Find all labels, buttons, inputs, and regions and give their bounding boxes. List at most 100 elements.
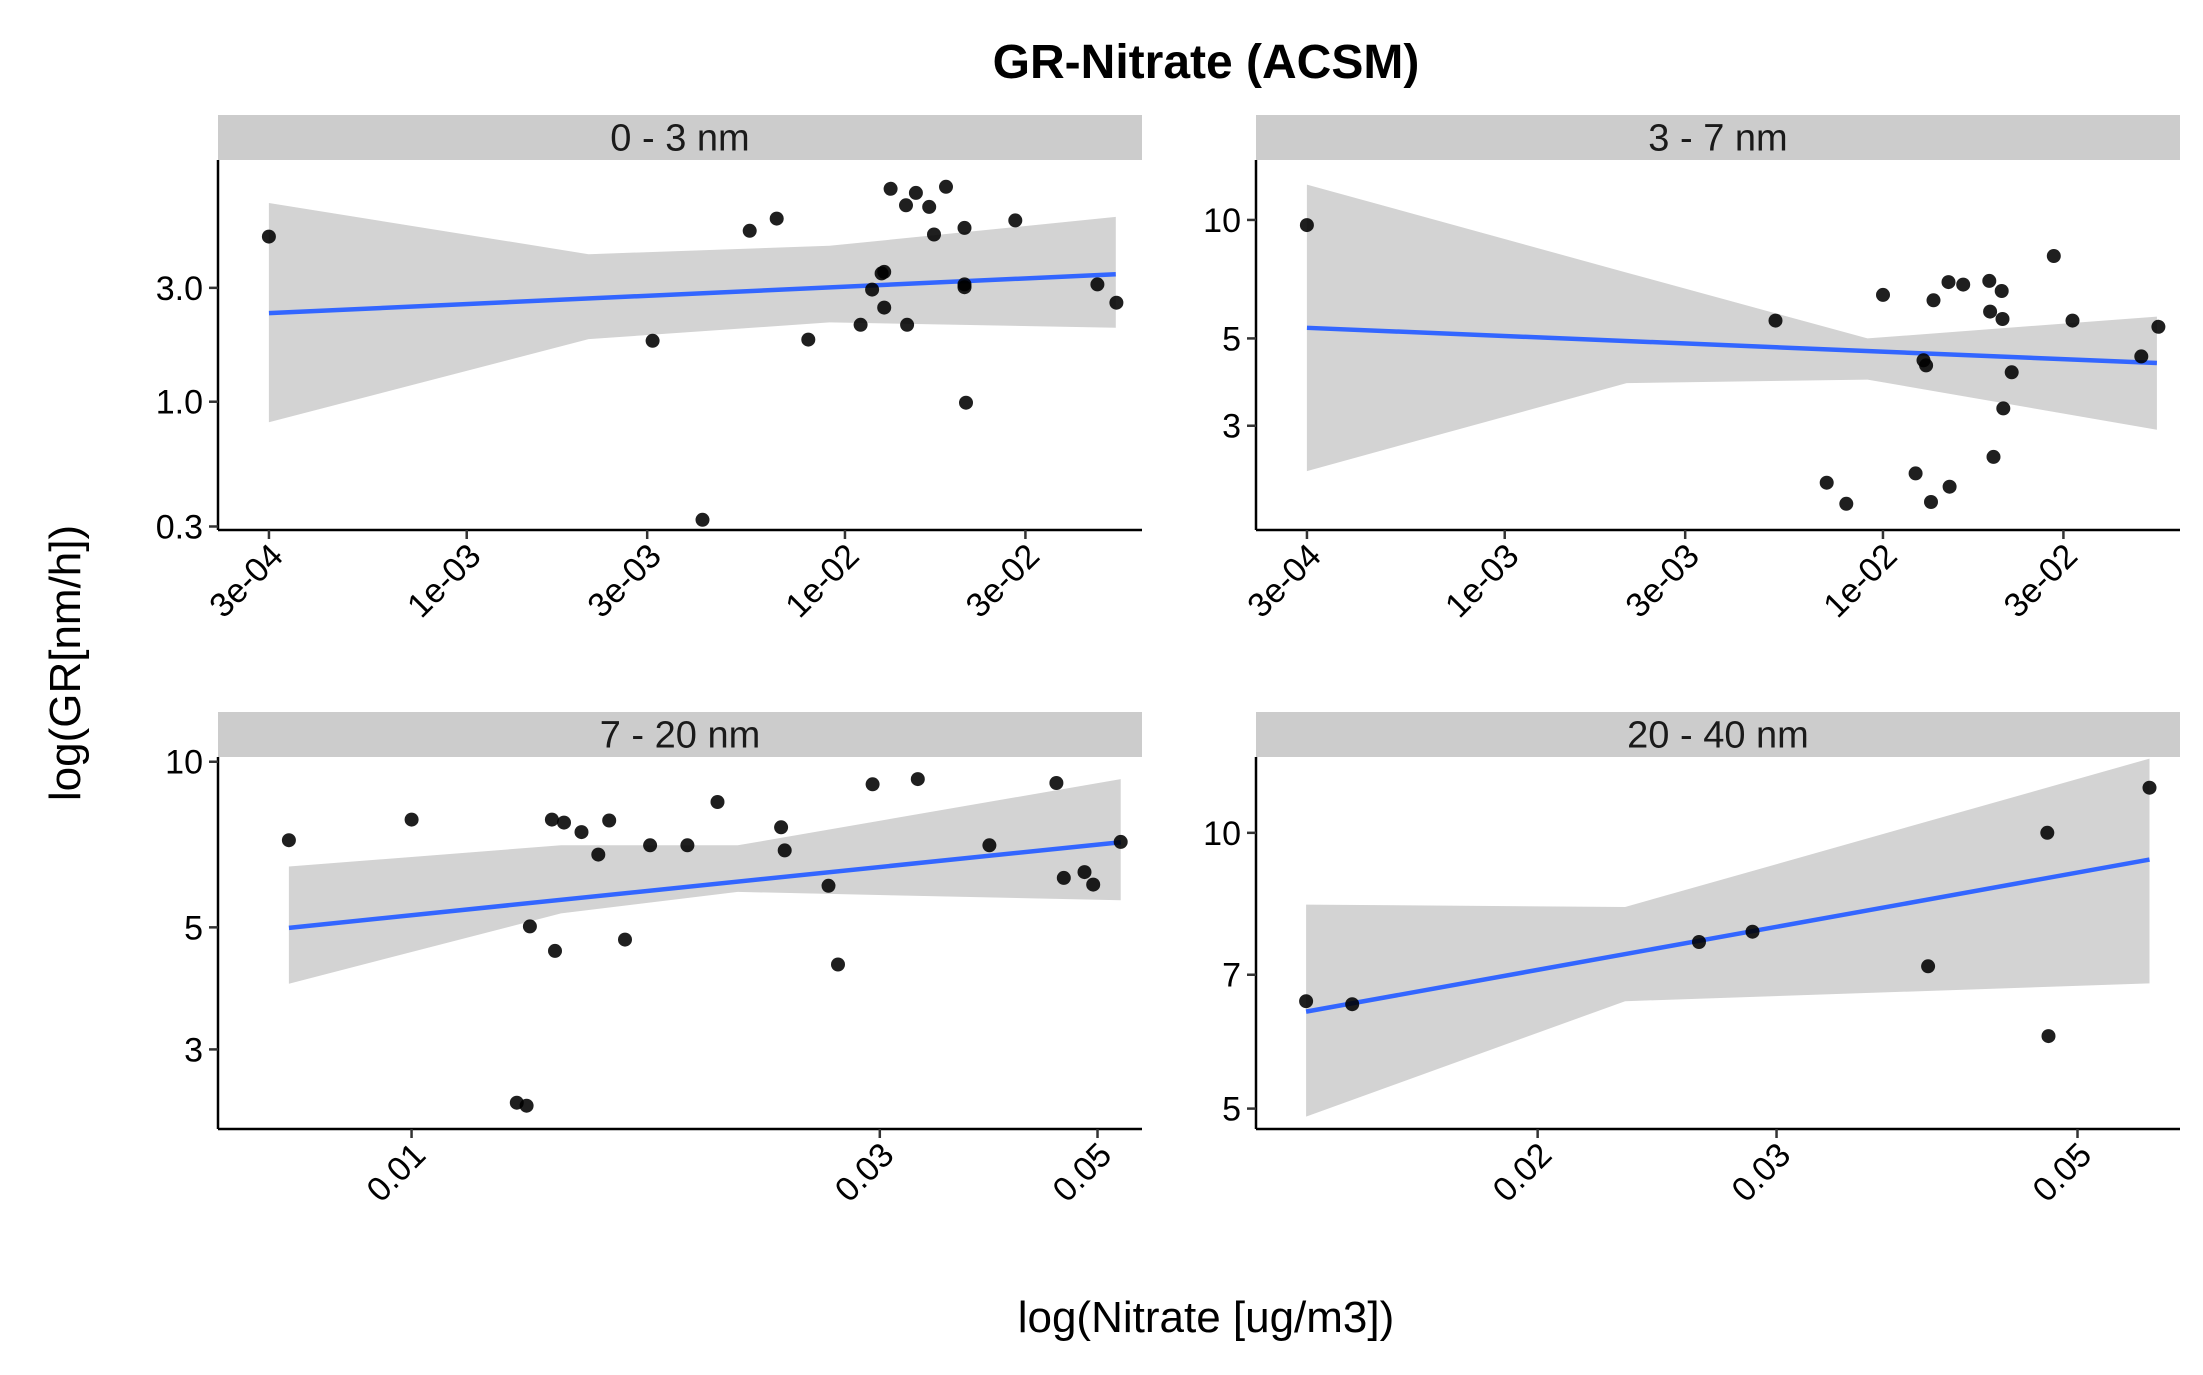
data-point — [1299, 994, 1314, 1009]
x-tick-label: 0.02 — [1486, 1136, 1560, 1210]
data-point — [591, 847, 606, 862]
confidence-band — [288, 779, 1121, 984]
data-point — [1919, 358, 1934, 373]
data-point — [1077, 865, 1092, 880]
y-axis-title: log(GR[nm/h]) — [41, 525, 90, 801]
data-point — [544, 812, 559, 827]
data-point — [769, 211, 784, 226]
facet-strip — [1256, 115, 2180, 160]
data-point — [853, 317, 868, 332]
data-point — [1986, 449, 2001, 464]
data-point — [2151, 319, 2166, 334]
y-tick-label: 3.0 — [156, 270, 203, 308]
data-point — [557, 815, 571, 830]
x-tick-label: 3e-04 — [202, 537, 290, 625]
data-point — [1956, 277, 1971, 292]
panel-3: 7 - 20 nm 3 5 10 0.01 0.03 0.05 — [165, 712, 1142, 1209]
y-tick-label: 5 — [184, 909, 203, 947]
panel-1: 0 - 3 nm 0.3 1.0 3.0 3e-04 1e-03 3e-03 1e-02 3e-… — [156, 115, 1142, 625]
data-point — [959, 395, 973, 410]
panel-4: 20 - 40 nm 5 7 10 0.02 0.03 0.05 — [1203, 712, 2180, 1209]
data-point — [522, 919, 537, 934]
data-point — [548, 943, 562, 958]
data-point — [1921, 959, 1936, 974]
data-point — [831, 957, 845, 972]
data-point — [645, 333, 660, 348]
facet-strip — [218, 712, 1142, 757]
data-point — [982, 838, 997, 853]
x-tick-label: 0.01 — [360, 1136, 434, 1210]
data-point — [1876, 287, 1890, 302]
data-point — [1299, 218, 1314, 233]
y-tick-label: 5 — [1222, 1091, 1241, 1129]
data-point — [742, 223, 757, 238]
data-point — [2004, 365, 2019, 380]
data-point — [2065, 313, 2080, 328]
data-point — [1995, 312, 2010, 326]
facet-strip-label: 3 - 7 nm — [1648, 118, 1787, 160]
x-tick-label: 1e-03 — [1438, 537, 1526, 625]
data-point — [1996, 401, 2011, 416]
data-point — [1941, 275, 1956, 290]
y-tick-label: 0.3 — [156, 508, 203, 546]
data-point — [1049, 776, 1064, 790]
data-point — [1983, 304, 1998, 319]
data-point — [801, 332, 816, 347]
data-point — [519, 1098, 534, 1113]
y-tick-label: 7 — [1222, 957, 1241, 995]
data-point — [281, 833, 296, 848]
x-axis-title: log(Nitrate [ug/m3]) — [1018, 1293, 1395, 1342]
data-point — [1994, 284, 2009, 298]
chart-title: GR-Nitrate (ACSM) — [993, 36, 1420, 89]
data-point — [710, 795, 725, 809]
x-tick-label: 0.03 — [1725, 1136, 1799, 1210]
data-point — [883, 181, 898, 196]
data-point — [865, 282, 880, 297]
data-point — [1768, 313, 1783, 328]
data-point — [1086, 877, 1101, 892]
confidence-band — [1306, 184, 2157, 472]
data-point — [2040, 825, 2055, 840]
data-point — [2041, 1029, 2056, 1044]
data-point — [602, 813, 617, 828]
data-point — [695, 512, 710, 527]
data-point — [1819, 475, 1834, 490]
y-tick-label: 10 — [1203, 815, 1241, 853]
y-tick-label: 10 — [1203, 202, 1241, 240]
data-point — [900, 317, 915, 332]
data-point — [680, 838, 695, 853]
y-tick-label: 3 — [1222, 408, 1241, 446]
data-point — [1924, 495, 1938, 509]
y-tick-label: 10 — [165, 744, 203, 782]
data-point — [404, 812, 419, 827]
facet-strip — [1256, 712, 2180, 757]
x-tick-label: 3e-03 — [580, 537, 668, 625]
x-tick-label: 3e-03 — [1618, 537, 1706, 625]
data-point — [927, 227, 941, 242]
facet-strip — [218, 115, 1142, 160]
facet-panels: 0 - 3 nm 0.3 1.0 3.0 3e-04 1e-03 3e-03 1e-02 3e-… — [156, 115, 2180, 1209]
data-point — [939, 179, 953, 194]
data-point — [1008, 213, 1023, 228]
data-point — [899, 198, 913, 213]
facet-strip-label: 7 - 20 nm — [600, 715, 761, 757]
regression-line — [1305, 857, 2150, 1014]
data-point — [922, 199, 937, 214]
y-tick-label: 5 — [1222, 320, 1241, 358]
x-tick-label: 1e-02 — [1816, 537, 1904, 625]
data-point — [774, 820, 789, 835]
data-point — [1942, 479, 1957, 494]
y-tick-label: 3 — [184, 1031, 203, 1069]
data-point — [1345, 997, 1360, 1012]
data-point — [777, 843, 792, 858]
x-tick-label: 3e-04 — [1240, 537, 1328, 625]
data-point — [1692, 935, 1706, 949]
regression-line — [268, 272, 1116, 316]
data-point — [908, 185, 923, 200]
x-tick-label: 3e-02 — [959, 537, 1047, 625]
data-point — [865, 777, 880, 792]
data-point — [1109, 295, 1124, 310]
x-tick-label: 0.03 — [828, 1136, 902, 1210]
data-point — [1982, 273, 1997, 288]
